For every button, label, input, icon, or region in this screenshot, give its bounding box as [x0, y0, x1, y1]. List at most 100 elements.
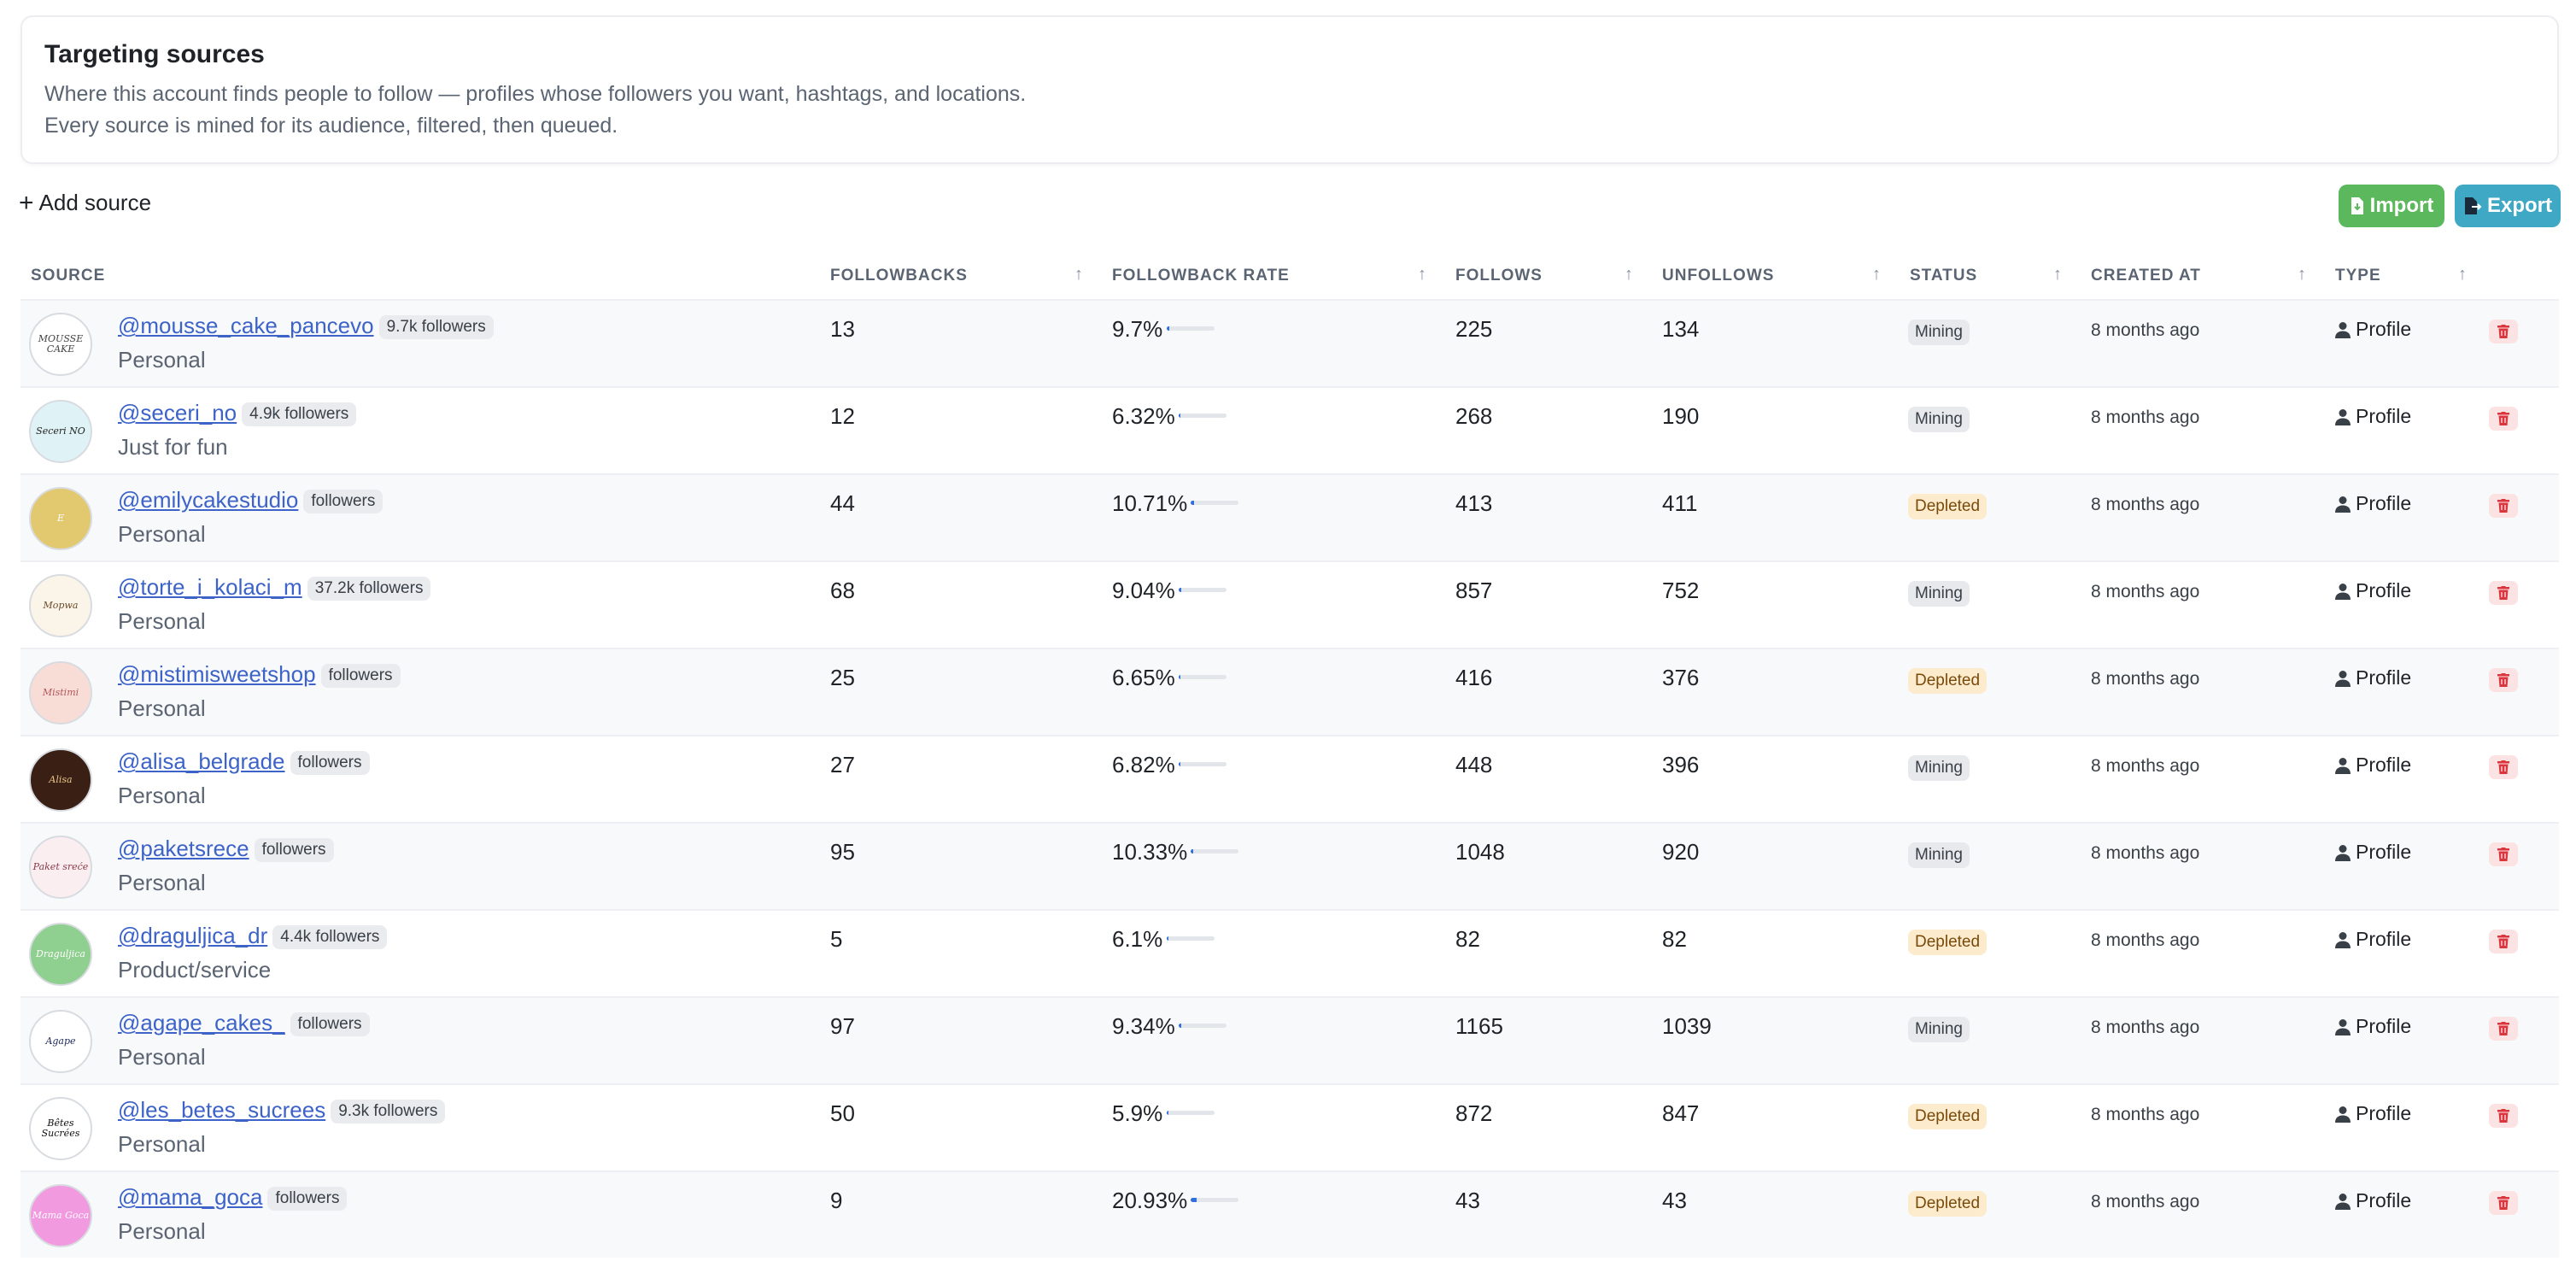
avatar[interactable]: Draguljica: [29, 923, 92, 986]
delete-button[interactable]: [2489, 842, 2518, 866]
column-created-at[interactable]: CREATED AT: [2091, 267, 2201, 285]
source-handle: @torte_i_kolaci_m: [118, 574, 302, 600]
followback-rate-value: 6.82%: [1112, 752, 1175, 777]
source-category: Just for fun: [118, 434, 228, 460]
sort-arrow-icon[interactable]: ↑: [2458, 265, 2468, 284]
table-row: MOUSSE CAKE @mousse_cake_pancevo 9.7k foll…: [20, 299, 2559, 386]
follows-value: 268: [1455, 403, 1493, 429]
status-badge: Mining: [1908, 581, 1970, 607]
column-followback-rate[interactable]: FOLLOWBACK RATE: [1112, 267, 1290, 285]
sort-arrow-icon[interactable]: ↑: [1872, 265, 1882, 284]
trash-icon: [2497, 325, 2509, 338]
follows-value: 225: [1455, 316, 1493, 342]
source-type-label: Profile: [2356, 318, 2412, 340]
add-source-button[interactable]: + Add source: [19, 190, 151, 216]
avatar[interactable]: Mistimi: [29, 661, 92, 724]
avatar[interactable]: MOUSSE CAKE: [29, 313, 92, 376]
source-type: Profile: [2335, 405, 2411, 428]
avatar[interactable]: E: [29, 487, 92, 550]
source-type-label: Profile: [2356, 1189, 2412, 1211]
delete-button[interactable]: [2489, 320, 2518, 343]
source-type: Profile: [2335, 1102, 2411, 1125]
delete-button[interactable]: [2489, 668, 2518, 692]
sort-arrow-icon[interactable]: ↑: [1625, 265, 1634, 284]
column-source[interactable]: SOURCE: [31, 267, 106, 285]
avatar-logo-text: Seceri NO: [36, 425, 85, 437]
followbacks-value: 13: [830, 316, 855, 342]
delete-button[interactable]: [2489, 755, 2518, 779]
file-import-icon: [2351, 197, 2363, 214]
followers-badge: followers: [267, 1187, 348, 1211]
followers-badge: followers: [290, 751, 370, 775]
source-category: Personal: [118, 521, 206, 547]
source-category: Personal: [118, 695, 206, 721]
avatar[interactable]: Agape: [29, 1010, 92, 1073]
followbacks-value: 9: [830, 1188, 843, 1213]
follows-value: 416: [1455, 665, 1493, 690]
delete-button[interactable]: [2489, 930, 2518, 953]
followback-rate-bar: [1179, 1024, 1227, 1028]
user-icon: [2335, 757, 2351, 774]
trash-icon: [2497, 499, 2509, 513]
source-handle-link[interactable]: @agape_cakes_ followers: [118, 1010, 370, 1036]
source-type: Profile: [2335, 754, 2411, 777]
user-icon: [2335, 844, 2351, 861]
source-handle-link[interactable]: @les_betes_sucrees 9.3k followers: [118, 1097, 446, 1123]
column-status[interactable]: STATUS: [1910, 267, 1978, 285]
delete-button[interactable]: [2489, 407, 2518, 431]
export-button[interactable]: Export: [2455, 185, 2561, 227]
table-row: Mistimi @mistimisweetshop followers Persona…: [20, 648, 2559, 735]
followback-rate-value: 6.1%: [1112, 926, 1163, 952]
source-handle-link[interactable]: @emilycakestudio followers: [118, 487, 383, 513]
sort-arrow-icon[interactable]: ↑: [1418, 265, 1427, 284]
avatar[interactable]: Paket sreće: [29, 836, 92, 899]
source-handle-link[interactable]: @draguljica_dr 4.4k followers: [118, 923, 388, 949]
followback-rate-fill: [1191, 501, 1194, 505]
source-handle-link[interactable]: @mousse_cake_pancevo 9.7k followers: [118, 313, 494, 339]
source-handle-link[interactable]: @torte_i_kolaci_m 37.2k followers: [118, 574, 431, 601]
source-handle-link[interactable]: @mama_goca followers: [118, 1184, 348, 1211]
import-button[interactable]: Import: [2339, 185, 2444, 227]
delete-button[interactable]: [2489, 1191, 2518, 1215]
user-icon: [2335, 1193, 2351, 1210]
follows-value: 82: [1455, 926, 1480, 952]
avatar[interactable]: Alisa: [29, 748, 92, 812]
source-handle-link[interactable]: @seceri_no 4.9k followers: [118, 400, 357, 426]
followback-rate-value: 9.34%: [1112, 1013, 1175, 1039]
source-handle-link[interactable]: @alisa_belgrade followers: [118, 748, 370, 775]
follows-value: 448: [1455, 752, 1493, 777]
sort-arrow-icon[interactable]: ↑: [2298, 265, 2307, 284]
user-icon: [2335, 670, 2351, 687]
avatar[interactable]: Mama Goca: [29, 1184, 92, 1247]
column-type[interactable]: TYPE: [2335, 267, 2381, 285]
source-handle-link[interactable]: @mistimisweetshop followers: [118, 661, 401, 688]
followback-rate-fill: [1167, 1111, 1169, 1115]
column-follows[interactable]: FOLLOWS: [1455, 267, 1543, 285]
delete-button[interactable]: [2489, 494, 2518, 518]
status-badge: Depleted: [1908, 1104, 1988, 1129]
page-description: Where this account finds people to follo…: [44, 82, 1027, 138]
followback-rate-bar: [1179, 675, 1227, 679]
followbacks-value: 44: [830, 490, 855, 516]
source-type-label: Profile: [2356, 1015, 2412, 1037]
status-badge: Depleted: [1908, 930, 1988, 955]
avatar[interactable]: Bêtes Sucrées: [29, 1097, 92, 1160]
trash-icon: [2497, 935, 2509, 948]
avatar-logo-text: Mistimi: [42, 687, 79, 698]
column-followbacks[interactable]: FOLLOWBACKS: [830, 267, 968, 285]
avatar[interactable]: Mopwa: [29, 574, 92, 637]
followback-rate-fill: [1167, 326, 1170, 331]
delete-button[interactable]: [2489, 1017, 2518, 1041]
trash-icon: [2497, 760, 2509, 774]
delete-button[interactable]: [2489, 581, 2518, 605]
avatar[interactable]: Seceri NO: [29, 400, 92, 463]
table-header: SOURCE FOLLOWBACKS ↑ FOLLOWBACK RATE ↑ F…: [20, 256, 2559, 297]
followers-badge: 37.2k followers: [307, 577, 431, 601]
followback-rate-value: 10.71%: [1112, 490, 1188, 516]
column-unfollows[interactable]: UNFOLLOWS: [1662, 267, 1775, 285]
source-handle: @paketsrece: [118, 836, 249, 861]
sort-arrow-icon[interactable]: ↑: [2053, 265, 2063, 284]
source-handle-link[interactable]: @paketsrece followers: [118, 836, 334, 862]
sort-arrow-icon[interactable]: ↑: [1074, 265, 1084, 284]
delete-button[interactable]: [2489, 1104, 2518, 1128]
